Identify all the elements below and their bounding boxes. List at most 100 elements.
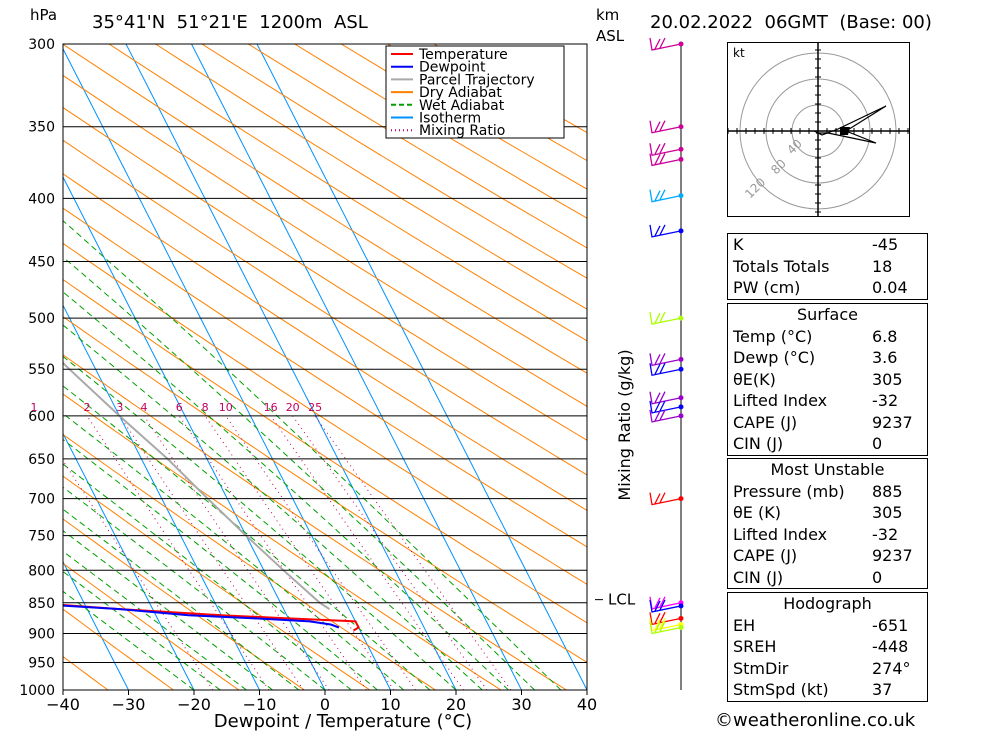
mixing-ratio-line [119,415,304,690]
dry-adiabat-line [63,44,587,374]
surface-row: Temp (°C) 6.8 [728,326,927,348]
most-unstable-label: CAPE (J) [733,546,798,565]
hodograph-label: EH [733,615,756,635]
surface-label: CAPE (J) [733,412,798,432]
mixing-ratio-tick-label: 16 [264,401,278,414]
wind-barb [649,409,682,423]
wind-barb [649,224,682,238]
wind-barb [649,153,682,167]
dry-adiabat-line [63,207,587,548]
indices-basic: K -45 Totals Totals 18 PW (cm) 0.04 [727,233,928,300]
pressure-tick-label: 450 [28,255,55,271]
mixing-ratio-tick-label: 3 [116,401,123,414]
temperature-tick-label: −30 [112,695,146,714]
temperature-tick-label: −10 [243,695,277,714]
index-label: Totals Totals [733,256,830,276]
wind-barb [649,120,682,134]
isotherm-line [125,44,457,690]
dry-adiabat-line [63,433,436,690]
hodograph-title: Hodograph [783,594,872,613]
dry-adiabat-line [63,139,587,476]
dry-adiabat-line [200,44,587,279]
hodograph-value: 274° [872,658,911,678]
mixing-ratio-line [178,415,367,690]
pressure-tick-label: 350 [28,120,55,136]
mixing-ratio-line [270,415,464,690]
asl-unit-label: ASL [596,27,625,45]
mixing-ratio-line [314,415,512,690]
most-unstable-label: Lifted Index [733,524,828,544]
indices-most-unstable: Most Unstable Pressure (mb) 885 θE (K) 305 L… [727,458,928,589]
surface-title: Surface [797,305,858,324]
dry-adiabat-line [293,44,587,219]
mixing-ratio-line [63,459,214,690]
dry-adiabat-line [63,393,502,690]
copyright-link[interactable]: ©weatheronline.co.uk [715,710,916,731]
pressure-unit-label: hPa [30,6,58,24]
most-unstable-title: Most Unstable [770,460,885,479]
dry-adiabat-line [63,74,587,407]
mixing-ratio-tick-label: 2 [84,401,91,414]
station-location: 35°41'N 51°21'E 1200m ASL [92,12,368,33]
most-unstable-value: 305 [872,503,903,522]
dry-adiabat-line [63,475,371,690]
wind-barb [649,492,682,506]
wind-barb [649,311,682,325]
hodograph-unit: kt [733,46,745,60]
dry-adiabat-line [63,173,587,512]
wind-barb [649,391,682,405]
x-axis-label: Dewpoint / Temperature (°C) [214,711,472,732]
mixing-ratio-line [292,415,488,690]
most-unstable-value: -32 [872,524,899,544]
wind-barb [649,37,682,51]
surface-row: CIN (J) 0 [728,433,927,455]
wet-adiabat-line [63,412,404,690]
indices-hodograph: Hodograph EH -651 SREH -448 StmDir 274° StmSpd… [727,592,928,702]
mixing-ratio-tick-label: 20 [286,401,300,414]
pressure-tick-label: 300 [28,37,55,53]
dry-adiabat-line [63,242,587,585]
surface-label: CIN (J) [733,434,784,453]
isotherm-line [63,176,326,690]
wet-adiabat-line [63,590,195,690]
surface-row: Dewp (°C) 3.6 [728,347,927,369]
hodograph-label: StmSpd (kt) [733,680,829,699]
isotherm-line [256,44,587,690]
surface-row: CAPE (J) 9237 [728,412,927,434]
hodograph-row: SREH -448 [728,636,927,658]
dry-adiabat-line [63,354,567,690]
surface-row: Lifted Index -32 [728,390,927,412]
pressure-tick-label: 400 [28,191,55,207]
isotherm-line [63,560,129,690]
dry-adiabat-line [154,44,587,310]
index-label: K [733,235,744,254]
temperature-tick-label: −20 [177,695,211,714]
pressure-tick-label: 650 [28,452,55,468]
hodograph-label: StmDir [733,658,789,678]
hodograph-label: SREH [733,637,777,656]
hodograph-ring-label: 120 [742,175,768,201]
index-row: Totals Totals 18 [728,256,927,278]
wet-adiabat-line [63,438,378,690]
mixing-ratio-tick-label: 8 [202,401,209,414]
lcl-label: LCL [608,591,636,609]
surface-label: Dewp (°C) [733,348,816,367]
pressure-tick-label: 850 [28,596,55,612]
dry-adiabat-line [247,44,587,249]
isotherm-line [63,47,391,690]
mixing-ratio-tick-label: 6 [176,401,183,414]
km-unit-label: km [596,6,620,24]
index-row: K -45 [728,234,927,256]
wind-barb [649,362,682,376]
mixing-ratio-tick-label: 10 [219,401,233,414]
wind-barb [649,599,682,613]
surface-value: 9237 [872,412,913,432]
temperature-tick-label: −40 [46,695,80,714]
wet-adiabat-line [63,355,457,690]
dry-adiabat-line [108,44,587,342]
dry-adiabat-line [63,608,174,690]
surface-label: θE(K) [733,369,776,389]
wind-barb [649,189,682,203]
legend-label: Isotherm [419,111,481,127]
